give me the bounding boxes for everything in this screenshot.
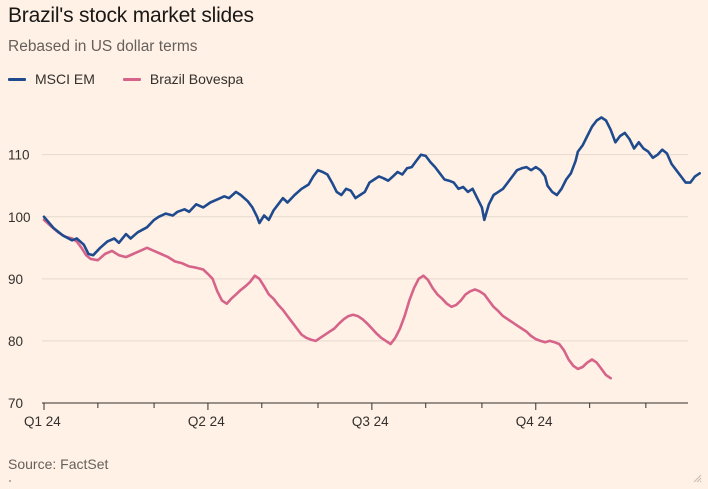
legend-swatch-brazil — [122, 77, 141, 81]
x-axis: Q1 24 Q2 24 Q3 24 Q4 24 — [24, 402, 688, 429]
legend-swatch-msci — [8, 77, 26, 81]
chart-subtitle: Rebased in US dollar terms — [8, 38, 198, 55]
y-tick-label: 80 — [8, 334, 23, 349]
legend-label-brazil: Brazil Bovespa — [149, 71, 244, 87]
series-lines — [42, 116, 701, 380]
x-tick-label: Q4 24 — [516, 414, 553, 429]
y-tick-label: 100 — [8, 210, 31, 225]
x-tick-label: Q1 24 — [24, 414, 61, 429]
chart-title: Brazil's stock market slides — [8, 4, 254, 27]
x-tick-label: Q3 24 — [352, 414, 389, 429]
source-note: Source: FactSet — [8, 456, 109, 472]
legend-item-brazil: Brazil Bovespa — [122, 71, 244, 87]
gridlines: 70 80 90 100 110 — [8, 148, 688, 411]
series-line-msci-em — [42, 116, 701, 257]
y-tick-label: 110 — [8, 148, 30, 163]
series-line-brazil-bovespa — [42, 218, 612, 380]
resize-grip-icon — [693, 474, 702, 483]
legend: MSCI EM Brazil Bovespa — [8, 71, 271, 87]
legend-label-msci: MSCI EM — [35, 71, 95, 87]
y-tick-label: 70 — [8, 396, 23, 411]
x-tick-label: Q2 24 — [188, 414, 225, 429]
decorative-dot — [9, 480, 11, 482]
legend-item-msci: MSCI EM — [8, 71, 95, 87]
y-tick-label: 90 — [8, 272, 23, 287]
